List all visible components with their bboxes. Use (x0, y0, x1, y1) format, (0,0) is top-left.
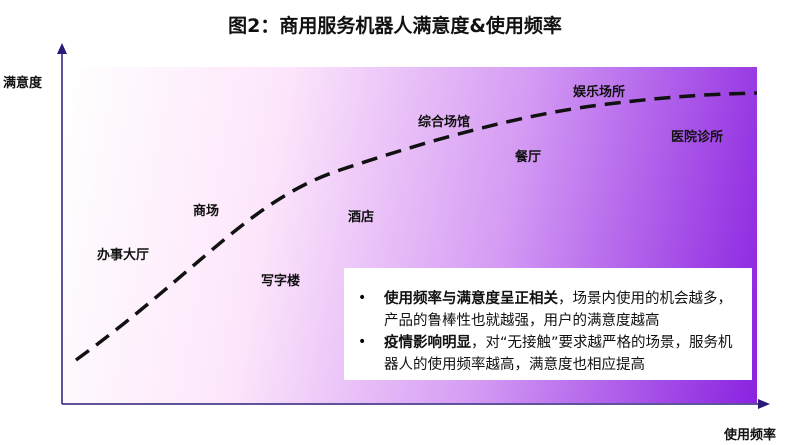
scene-label: 商场 (193, 204, 220, 219)
trend-curve (74, 91, 758, 362)
note-text: ，场景内使用的机会越多，产品的鲁棒性也就越强，用户的满意度越高 (384, 291, 732, 329)
bullet: • (358, 290, 367, 306)
scene-label: 办事大厅 (97, 248, 150, 263)
notes-box: • 使用频率与满意度呈正相关，场景内使用的机会越多，产品的鲁棒性也就越强，用户的… (344, 268, 752, 380)
x-axis-arrow (758, 399, 770, 409)
x-axis-label: 使用频率 (724, 428, 777, 443)
y-axis-label: 满意度 (3, 76, 43, 91)
note-item: 疫情影响明显，对“无接触”要求越严格的场景，服务机器人的使用频率越高，满意度也相… (384, 332, 744, 376)
scene-label: 综合场馆 (418, 115, 471, 130)
note-item: 使用频率与满意度呈正相关，场景内使用的机会越多，产品的鲁棒性也就越强，用户的满意… (384, 288, 744, 332)
note-bold: 疫情影响明显 (384, 335, 471, 351)
scene-label: 医院诊所 (671, 130, 724, 145)
scene-label: 娱乐场所 (573, 85, 626, 100)
y-axis-arrow (57, 43, 67, 54)
scene-label: 餐厅 (515, 150, 542, 165)
note-bold: 使用频率与满意度呈正相关 (384, 291, 558, 307)
diagram-title: 图2：商用服务机器人满意度&使用频率 (228, 15, 562, 37)
note-text: ，对“无接触”要求越严格的场景，服务机器人的使用频率越高，满意度也相应提高 (384, 335, 733, 373)
bullet: • (358, 334, 367, 350)
scene-label: 写字楼 (261, 274, 301, 289)
scene-label: 酒店 (348, 210, 375, 225)
